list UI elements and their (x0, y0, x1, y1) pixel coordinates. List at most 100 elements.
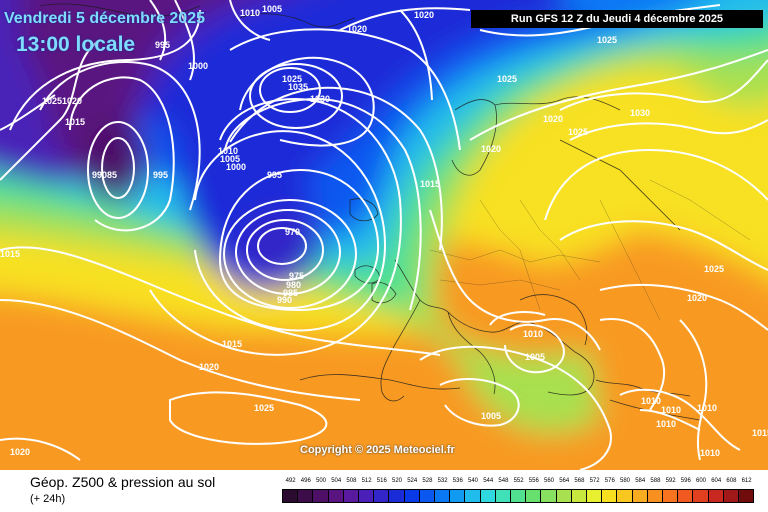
scale-tick-label: 548 (498, 478, 509, 484)
isobar-label: 1015 (0, 249, 20, 259)
isobar-1005-e (504, 323, 565, 374)
isobar-1000-w (69, 76, 175, 232)
legend-title: Géop. Z500 & pression au sol (30, 474, 216, 490)
isobar-label: 1025 (254, 403, 274, 413)
isobar-label: 1025 (282, 74, 302, 84)
isobar-label: 1005 (220, 154, 240, 164)
scale-swatch (449, 489, 466, 503)
scale-tick-label: 608 (726, 478, 737, 484)
scale-tick-label: 576 (604, 478, 615, 484)
legend-subtitle: (+ 24h) (30, 493, 66, 505)
scale-tick-label: 604 (711, 478, 722, 484)
isobar-1005-se (439, 378, 520, 427)
isobar-label: 1020 (199, 362, 219, 372)
isobar-1015-s (0, 246, 441, 356)
isobar-label: 1010 (218, 146, 238, 156)
borders (429, 179, 751, 321)
scale-swatch (525, 489, 542, 503)
isobar-label: 980 (286, 280, 301, 290)
scale-tick-label: 492 (285, 478, 296, 484)
scale-swatch (586, 489, 603, 503)
scale-tick-label: 496 (300, 478, 311, 484)
isobar-1025-e (544, 148, 768, 221)
valid-time: 13:00 locale (16, 33, 136, 56)
scale-swatch (616, 489, 633, 503)
copyright: Copyright © 2025 Meteociel.fr (300, 444, 455, 456)
scale-tick-label: 612 (741, 478, 752, 484)
scale-tick-label: 588 (650, 478, 661, 484)
isobar-label: 1010 (523, 329, 543, 339)
isobar-1020-s (0, 299, 361, 401)
isobar-1020-w (0, 94, 56, 131)
isobar-label: 1025 (497, 74, 517, 84)
scale-tick-label: 580 (620, 478, 631, 484)
isobars (0, 0, 768, 470)
scale-tick-label: 520 (392, 478, 403, 484)
isobar-980 (235, 209, 341, 295)
isobar-1010-far-se-2 (639, 409, 701, 431)
isobar-975 (246, 219, 324, 281)
isobar-label: 1020 (10, 447, 30, 457)
isobar-label: 985 (283, 288, 298, 298)
isobar-1030 (249, 63, 343, 129)
isobar-label: 1005 (262, 4, 282, 14)
isobar-1025-ne (559, 59, 768, 111)
scale-tick-label: 560 (544, 478, 555, 484)
isobar-970 (257, 227, 307, 265)
isobar-label: 1000 (188, 61, 208, 71)
isobar-1005-w (39, 61, 201, 211)
isobar-990-w (101, 137, 135, 199)
isobar-1015-north (399, 9, 433, 101)
scale-swatch (403, 489, 420, 503)
scale-swatch (418, 489, 435, 503)
isobar-1025 (239, 56, 375, 147)
scale-tick-label: 532 (437, 478, 448, 484)
scale-swatch (479, 489, 496, 503)
isobar-label: 10251020 (42, 96, 82, 106)
isobar-label: 995 (267, 170, 282, 180)
scale-swatch (342, 489, 359, 503)
isobar-label: 995 (155, 40, 170, 50)
isobar-1020-e (599, 283, 768, 331)
scale-swatch (646, 489, 663, 503)
scale-swatch (692, 489, 709, 503)
scale-tick-label: 564 (559, 478, 570, 484)
scale-tick-label: 552 (513, 478, 524, 484)
isobar-label: 1010 (641, 396, 661, 406)
scale-tick-label: 596 (680, 478, 691, 484)
isobar-995-top (149, 0, 167, 61)
isobar-1035 (259, 67, 321, 113)
scale-swatch (722, 489, 739, 503)
scale-swatch (631, 489, 648, 503)
isobar-1025-s (169, 391, 328, 445)
isobar-label: 1010 (661, 405, 681, 415)
isobar-label: 1030 (630, 108, 650, 118)
scale-tick-label: 556 (528, 478, 539, 484)
isobar-1010-top (229, 0, 271, 41)
isobar-1010-e (489, 311, 546, 326)
isobar-label: 1020 (414, 10, 434, 20)
scale-swatch (388, 489, 405, 503)
scale-tick-label: 592 (665, 478, 676, 484)
isobar-1020-north (229, 28, 461, 151)
scale-swatch (464, 489, 481, 503)
scale-tick-label: 540 (468, 478, 479, 484)
scale-tick-label: 572 (589, 478, 600, 484)
isobar-label: 1030 (310, 94, 330, 104)
isobar-label: 1010 (700, 448, 720, 458)
scale-tick-label: 516 (376, 478, 387, 484)
scale-swatch (434, 489, 451, 503)
scale-tick-label: 600 (696, 478, 707, 484)
isobar-1010-se (419, 345, 612, 470)
isobar-label: 975 (289, 271, 304, 281)
isobar-label: 1020 (543, 114, 563, 124)
scale-tick-label: 536 (452, 478, 463, 484)
isobar-label: 1015 (65, 117, 85, 127)
isobar-995 (194, 130, 387, 332)
isobar-label: 1015 (222, 339, 242, 349)
isobar-label: 1025 (568, 127, 588, 137)
scale-tick-label: 568 (574, 478, 585, 484)
isobar-label: 970 (285, 227, 300, 237)
isobar-1010-far-se (619, 388, 741, 451)
scale-swatch (738, 489, 755, 503)
